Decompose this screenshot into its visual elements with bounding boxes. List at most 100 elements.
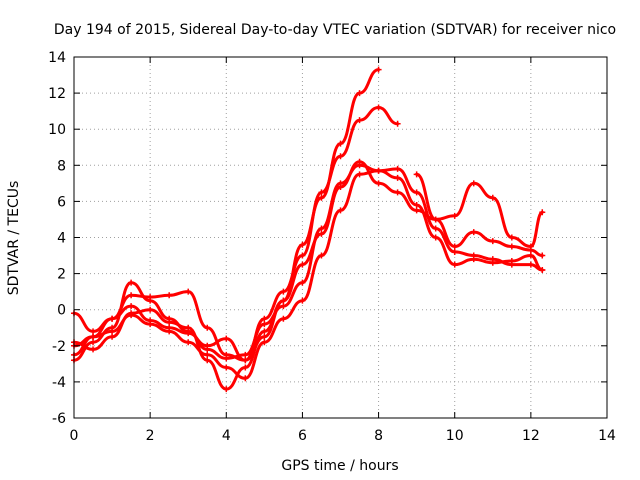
y-tick-label: 12 [48, 86, 66, 102]
y-tick-label: 0 [57, 303, 66, 319]
data-point [280, 297, 287, 304]
data-point [223, 335, 230, 342]
data-point [451, 243, 458, 250]
data-point [489, 259, 496, 266]
data-point [185, 339, 192, 346]
y-tick-label: -6 [52, 411, 66, 427]
y-tick-label: -4 [52, 375, 66, 391]
data-point [318, 225, 325, 232]
data-point [539, 252, 546, 259]
data-point [356, 158, 363, 165]
data-point [299, 261, 306, 268]
data-point [109, 333, 116, 340]
data-point [508, 234, 515, 241]
data-point [432, 234, 439, 241]
data-point [318, 230, 325, 237]
data-point [223, 355, 230, 362]
data-point [128, 292, 135, 299]
series-markers-day-3 [71, 162, 546, 364]
x-tick-label: 8 [374, 428, 383, 444]
series-markers-day-6 [413, 171, 546, 259]
data-point [242, 364, 249, 371]
data-point [242, 351, 249, 358]
data-point [90, 333, 97, 340]
data-point [128, 303, 135, 310]
data-point [223, 386, 230, 393]
data-point [375, 104, 382, 111]
data-point [356, 117, 363, 124]
data-point [394, 189, 401, 196]
x-tick-label: 6 [298, 428, 307, 444]
y-tick-label: 10 [48, 122, 66, 138]
data-point [413, 202, 420, 209]
data-point [394, 165, 401, 172]
series-line-day-3 [72, 163, 544, 362]
data-point [337, 153, 344, 160]
data-point [489, 238, 496, 245]
data-point [204, 324, 211, 331]
data-point [166, 292, 173, 299]
data-point [451, 248, 458, 255]
data-point [527, 252, 534, 259]
y-tick-label: 4 [57, 231, 66, 247]
data-point [204, 351, 211, 358]
data-point [375, 66, 382, 73]
data-point [413, 207, 420, 214]
y-tick-label: 8 [57, 158, 66, 174]
data-point [539, 209, 546, 216]
data-point [451, 261, 458, 268]
data-point [261, 321, 268, 328]
data-point [147, 297, 154, 304]
data-point [489, 194, 496, 201]
data-point [204, 346, 211, 353]
series-layer [71, 66, 546, 393]
data-point [109, 328, 116, 335]
data-point [90, 346, 97, 353]
data-point [261, 315, 268, 322]
data-point [337, 140, 344, 147]
data-point [299, 279, 306, 286]
data-point [356, 171, 363, 178]
y-tick-label: -2 [52, 339, 66, 355]
x-tick-label: 4 [222, 428, 231, 444]
data-point [166, 328, 173, 335]
data-point [223, 364, 230, 371]
data-point [109, 315, 116, 322]
y-tick-label: 2 [57, 267, 66, 283]
x-axis-label: GPS time / hours [281, 458, 398, 474]
data-point [128, 312, 135, 319]
plot-frame [73, 56, 608, 419]
data-point [527, 247, 534, 254]
data-point [394, 120, 401, 127]
data-point [470, 180, 477, 187]
data-point [299, 252, 306, 259]
data-point [413, 171, 420, 178]
data-point [318, 189, 325, 196]
grid-lines [74, 57, 607, 418]
x-tick-label: 0 [70, 428, 79, 444]
data-point [318, 194, 325, 201]
data-point [280, 288, 287, 295]
data-point [261, 333, 268, 340]
data-point [337, 183, 344, 190]
data-point [432, 225, 439, 232]
data-point [90, 328, 97, 335]
data-point [299, 241, 306, 248]
data-point [508, 243, 515, 250]
data-point [318, 252, 325, 259]
data-point [470, 256, 477, 263]
data-point [147, 306, 154, 313]
data-point [470, 229, 477, 236]
data-point [185, 288, 192, 295]
x-tick-label: 14 [598, 428, 616, 444]
x-tick-label: 10 [446, 428, 464, 444]
data-point [375, 180, 382, 187]
data-point [242, 357, 249, 364]
data-point [356, 90, 363, 97]
data-point [185, 324, 192, 331]
data-point [432, 216, 439, 223]
data-point [261, 328, 268, 335]
x-tick-label: 12 [522, 428, 540, 444]
data-point [90, 339, 97, 346]
